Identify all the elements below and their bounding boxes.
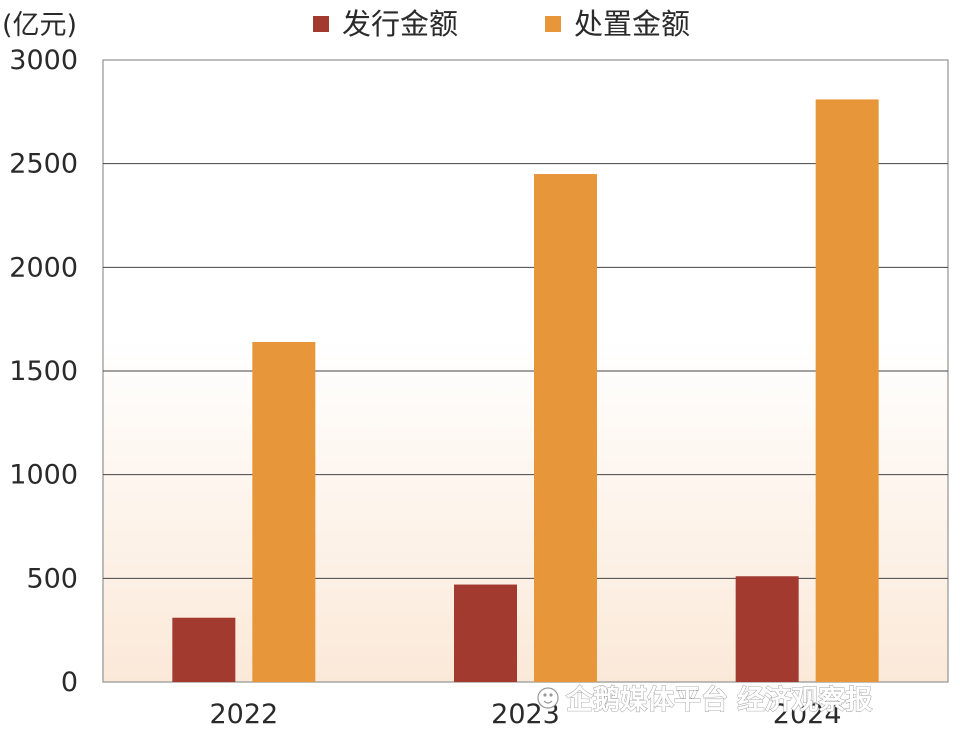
y-axis-unit-label: (亿元) <box>2 10 77 41</box>
watermark-text: 企鹅媒体平台 经济观察报 <box>566 684 872 716</box>
y-tick-label: 2500 <box>9 149 78 180</box>
bars <box>172 99 879 683</box>
bar-disposal-2023 <box>534 174 597 683</box>
y-axis-ticks: 0 500 1000 1500 2000 2500 3000 <box>9 45 78 698</box>
bar-issuance-2022 <box>172 617 236 682</box>
y-tick-label: 1000 <box>9 460 78 491</box>
penguin-icon <box>537 687 559 709</box>
legend: 发行金额 处置金额 <box>313 7 690 41</box>
x-tick-label: 2022 <box>209 699 278 730</box>
bar-disposal-2022 <box>252 341 316 682</box>
watermark: 企鹅媒体平台 经济观察报 <box>537 684 873 716</box>
y-tick-label: 2000 <box>9 252 78 283</box>
legend-label-issuance: 发行金额 <box>342 7 458 41</box>
legend-swatch-issuance <box>313 16 329 32</box>
y-tick-label: 0 <box>61 667 78 698</box>
y-tick-label: 500 <box>26 563 78 594</box>
y-tick-label: 1500 <box>9 356 78 387</box>
gridlines <box>103 163 948 579</box>
bar-issuance-2024 <box>735 576 799 682</box>
y-tick-label: 3000 <box>9 45 78 76</box>
legend-swatch-disposal <box>545 16 561 32</box>
legend-label-disposal: 处置金额 <box>574 7 690 41</box>
x-tick-label: 2024 <box>773 699 842 730</box>
bar-issuance-2023 <box>454 584 517 682</box>
bar-disposal-2024 <box>815 99 879 683</box>
